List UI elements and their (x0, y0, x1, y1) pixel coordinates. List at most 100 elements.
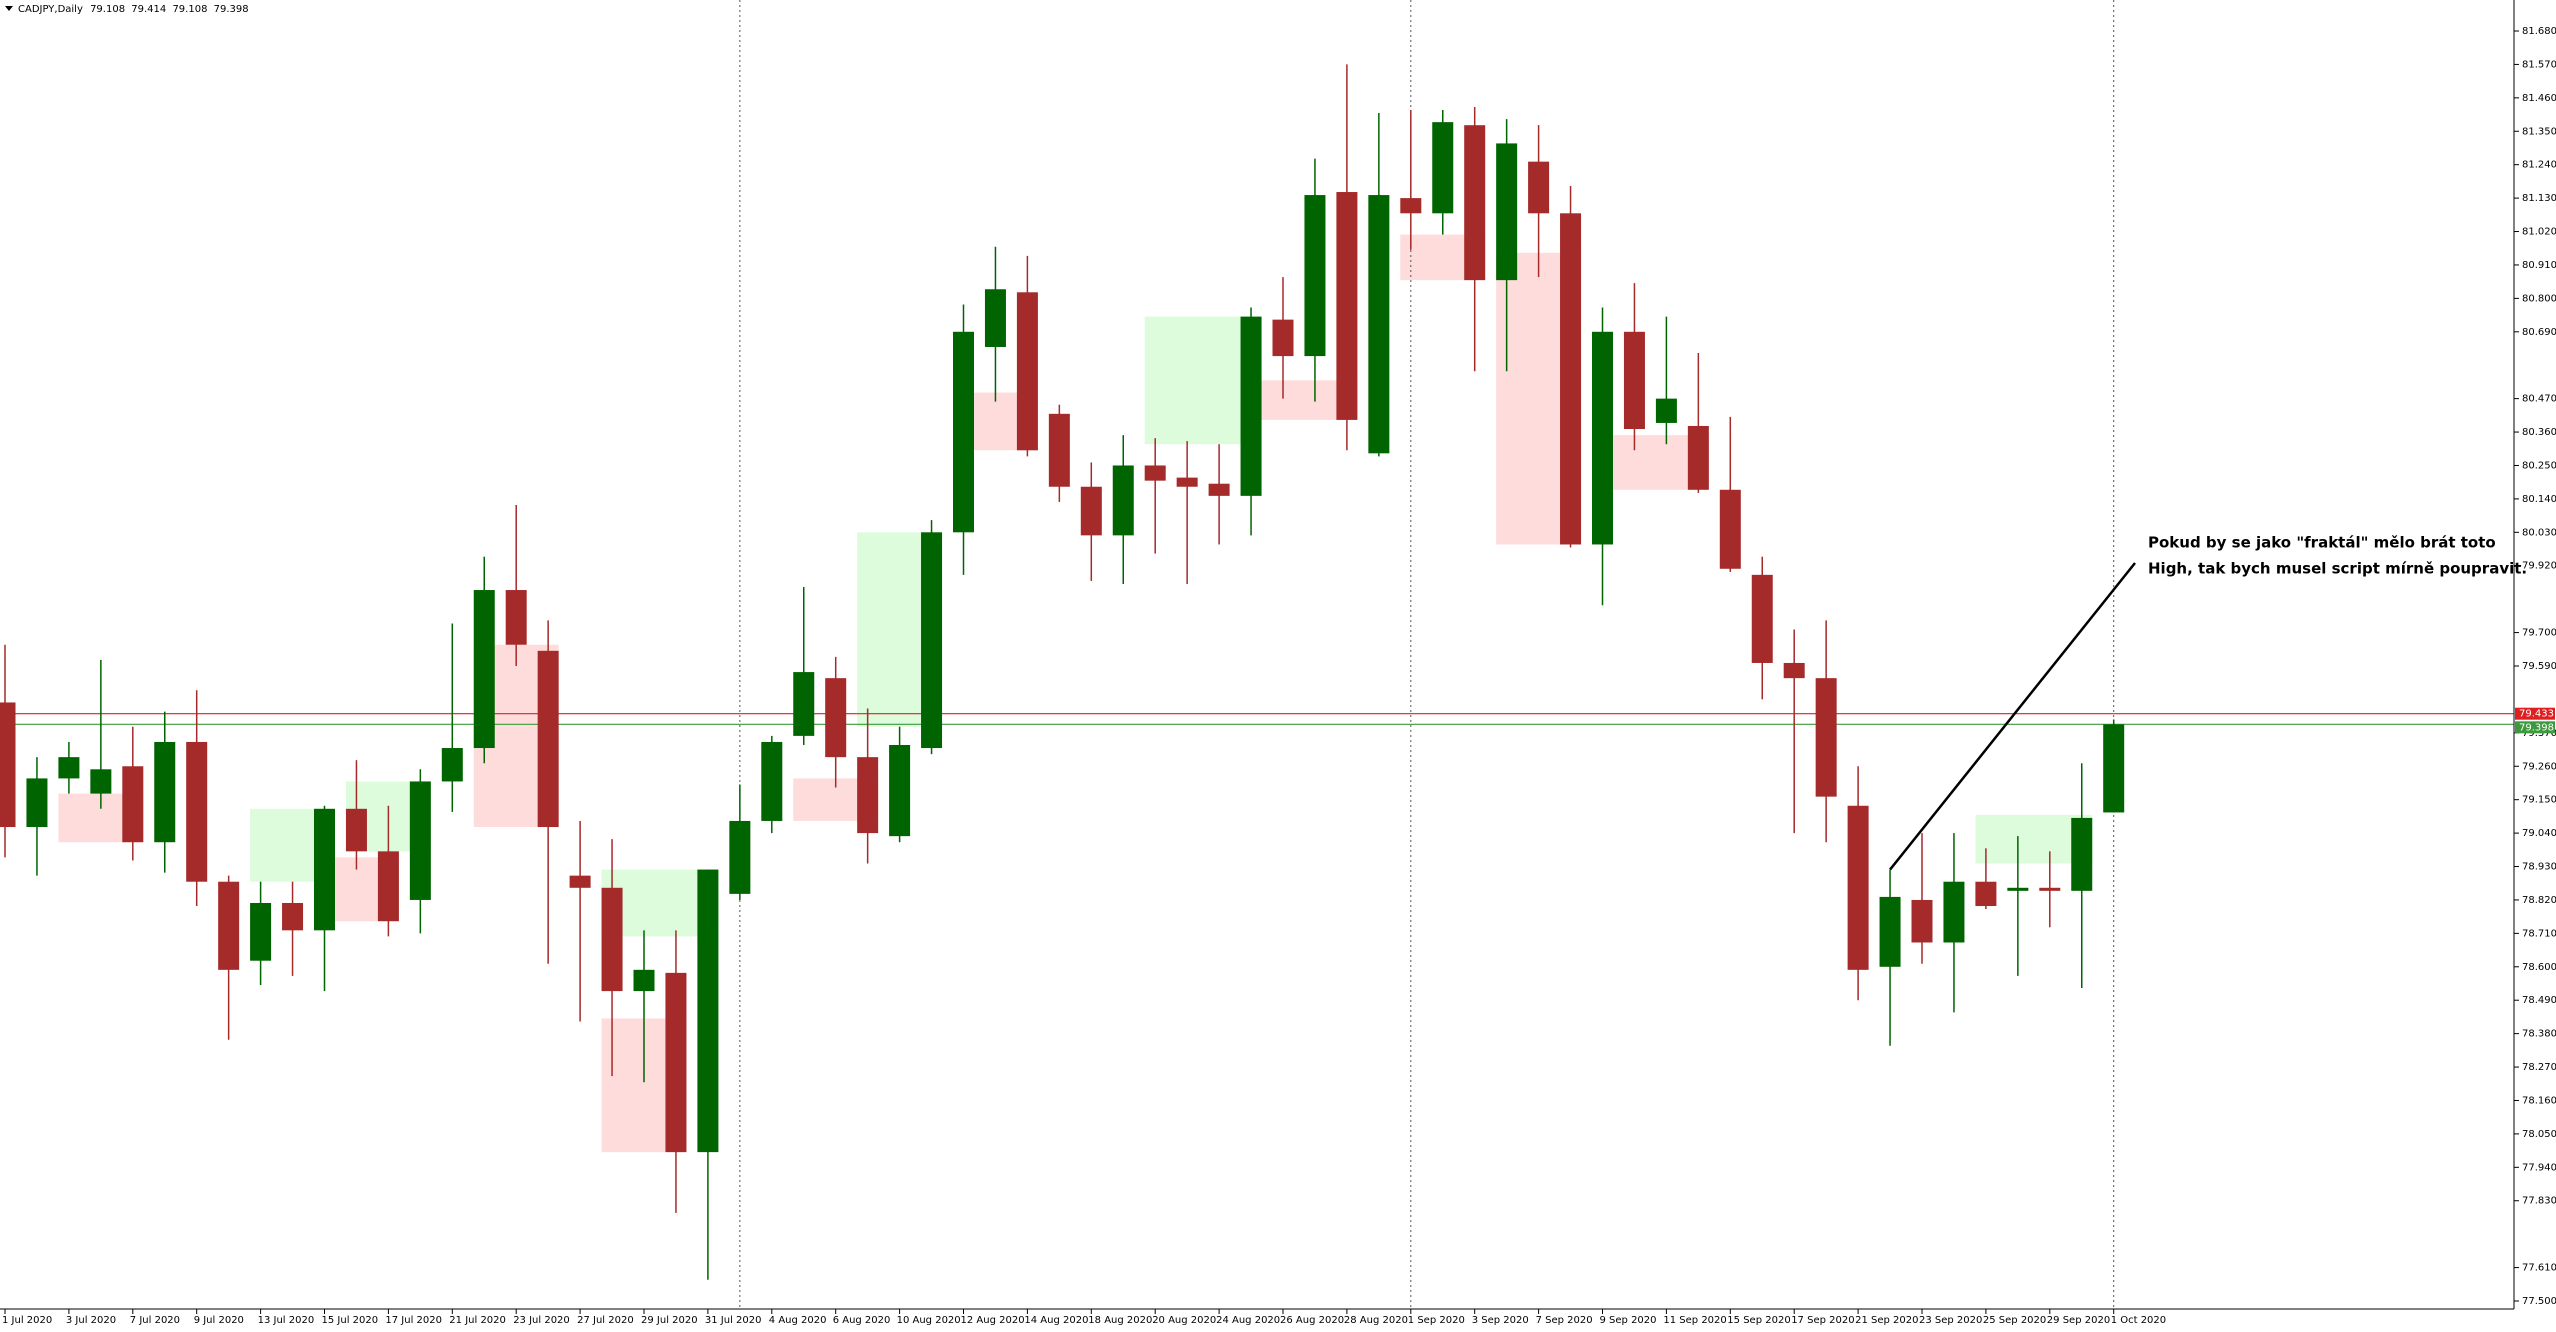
candle-body (1815, 678, 1837, 797)
ohlc-close: 79.398 (214, 4, 249, 15)
y-tick-label: 77.610 (2522, 1263, 2556, 1274)
candle-body (2007, 887, 2029, 891)
candle-body (1464, 125, 1486, 281)
candle-body (953, 331, 974, 533)
candle-body (1560, 213, 1582, 545)
x-tick-label: 27 Jul 2020 (577, 1315, 634, 1326)
candle-body (1272, 319, 1294, 357)
x-tick-label: 28 Aug 2020 (1344, 1315, 1408, 1326)
candle-body (1144, 465, 1166, 481)
x-tick-label: 29 Jul 2020 (641, 1315, 698, 1326)
y-tick-label: 80.800 (2522, 293, 2556, 304)
x-tick-label: 6 Aug 2020 (833, 1315, 891, 1326)
y-tick-label: 77.500 (2522, 1296, 2556, 1307)
candle-body (857, 757, 879, 834)
candle-body (1176, 477, 1198, 487)
candle-body (58, 757, 80, 779)
y-tick-label: 81.350 (2522, 126, 2556, 137)
y-tick-label: 79.150 (2522, 795, 2556, 806)
y-tick-label: 78.270 (2522, 1062, 2556, 1073)
y-tick-label: 80.030 (2522, 527, 2556, 538)
annotation-pointer (1889, 562, 2136, 871)
y-tick-label: 79.260 (2522, 761, 2556, 772)
x-tick-label: 14 Aug 2020 (1024, 1315, 1088, 1326)
x-tick-label: 31 Jul 2020 (705, 1315, 762, 1326)
x-tick-label: 3 Jul 2020 (66, 1315, 116, 1326)
x-tick-label: 21 Sep 2020 (1855, 1315, 1918, 1326)
candle-body (2071, 817, 2093, 891)
y-tick-label: 80.250 (2522, 460, 2556, 471)
x-tick-label: 15 Sep 2020 (1727, 1315, 1790, 1326)
candles-layer (0, 64, 2125, 1280)
x-tick-label: 15 Jul 2020 (322, 1315, 379, 1326)
candle-body (1208, 483, 1230, 496)
candle-body (345, 808, 367, 852)
candle-body (1592, 331, 1613, 545)
price-label-box (2515, 721, 2555, 734)
candle-body (697, 869, 719, 1153)
candle-body (1048, 413, 1070, 487)
header-icon (5, 6, 13, 11)
candle-body (26, 778, 48, 828)
lines-layer (0, 0, 2514, 1309)
y-tick-label: 81.680 (2522, 26, 2556, 37)
x-tick-label: 25 Sep 2020 (1983, 1315, 2046, 1326)
price-label-box (2515, 707, 2555, 720)
y-tick-label: 81.130 (2522, 193, 2556, 204)
candle-body (1719, 489, 1741, 569)
x-tick-label: 13 Jul 2020 (258, 1315, 315, 1326)
candle-body (186, 741, 208, 882)
y-tick-label: 80.470 (2522, 394, 2556, 405)
candle-body (314, 808, 335, 931)
y-tick-label: 80.690 (2522, 327, 2556, 338)
candle-body (1623, 331, 1645, 430)
annotation-line: Pokud by se jako "fraktál" mělo brát tot… (2148, 534, 2496, 552)
x-tick-label: 1 Jul 2020 (2, 1315, 52, 1326)
candle-body (2039, 887, 2061, 891)
candle-body (889, 744, 911, 837)
candle-body (984, 289, 1006, 347)
y-tick-label: 78.820 (2522, 895, 2556, 906)
y-tick-label: 79.040 (2522, 828, 2556, 839)
candle-body (1528, 161, 1550, 214)
x-tick-label: 18 Aug 2020 (1088, 1315, 1152, 1326)
symbol: CADJPY,Daily (18, 4, 83, 15)
candle-body (0, 702, 16, 828)
candle-body (1304, 195, 1326, 357)
y-tick-label: 81.240 (2522, 160, 2556, 171)
candle-body (218, 881, 240, 970)
candle-body (1336, 192, 1358, 420)
y-tick-label: 77.830 (2522, 1196, 2556, 1207)
candle-body (250, 902, 272, 961)
candle-body (729, 820, 751, 894)
ohlc-high: 79.414 (131, 4, 166, 15)
candle-body (1016, 292, 1038, 451)
x-tick-label: 7 Sep 2020 (1536, 1315, 1593, 1326)
x-tick-label: 17 Sep 2020 (1791, 1315, 1854, 1326)
ohlc-open: 79.108 (90, 4, 125, 15)
y-tick-label: 78.490 (2522, 995, 2556, 1006)
candle-body (1496, 143, 1518, 281)
x-tick-label: 1 Sep 2020 (1408, 1315, 1465, 1326)
x-tick-label: 20 Aug 2020 (1152, 1315, 1216, 1326)
y-tick-label: 79.370 (2522, 728, 2556, 739)
candle-body (90, 769, 112, 794)
price-label: 79.433 (2519, 709, 2554, 720)
candle-body (1655, 398, 1677, 423)
x-tick-label: 3 Sep 2020 (1472, 1315, 1529, 1326)
candle-body (122, 766, 144, 843)
x-tick-label: 17 Jul 2020 (385, 1315, 442, 1326)
candle-body (505, 590, 527, 645)
candle-body (409, 781, 431, 900)
candle-body (761, 741, 783, 821)
candle-body (377, 851, 399, 922)
x-tick-label: 12 Aug 2020 (961, 1315, 1025, 1326)
candle-body (1080, 486, 1102, 536)
x-tick-label: 23 Sep 2020 (1919, 1315, 1982, 1326)
x-tick-label: 29 Sep 2020 (2047, 1315, 2110, 1326)
x-tick-label: 9 Sep 2020 (1600, 1315, 1657, 1326)
ohlc-low: 79.108 (172, 4, 207, 15)
y-tick-label: 78.050 (2522, 1129, 2556, 1140)
